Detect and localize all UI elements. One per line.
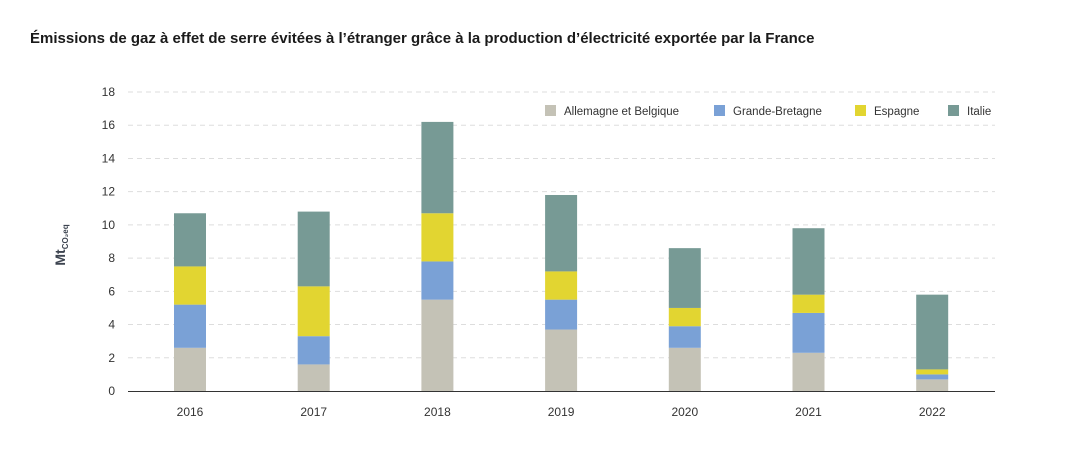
bar-segment	[545, 329, 578, 391]
bar-segment	[916, 374, 949, 380]
legend-swatch	[714, 105, 725, 116]
legend-swatch	[545, 105, 556, 116]
chart-title: Émissions de gaz à effet de serre évitée…	[30, 30, 815, 47]
legend: Allemagne et Belgique Grande-Bretagne Espa…	[545, 105, 991, 118]
legend-label: Espagne	[874, 106, 919, 118]
y-axis-ticks: 0 2 4 6 8 10 12 14 16 18	[102, 85, 116, 398]
legend-label: Grande-Bretagne	[733, 106, 822, 118]
bar-segment	[792, 352, 825, 391]
x-tick-label: 2022	[919, 405, 946, 419]
bar-segment	[916, 369, 949, 375]
bar-segment	[916, 379, 949, 391]
bar-segment	[668, 347, 701, 391]
y-axis-label-main: Mt	[52, 249, 68, 266]
legend-label: Allemagne et Belgique	[564, 106, 679, 118]
bar-segment	[297, 286, 330, 337]
y-tick-label: 2	[108, 351, 115, 365]
bar-segment	[668, 248, 701, 308]
bar-segment	[792, 228, 825, 295]
bar-segment	[792, 312, 825, 353]
bar-segment	[174, 213, 206, 267]
y-tick-label: 14	[102, 151, 116, 165]
x-tick-label: 2016	[177, 405, 204, 419]
y-tick-label: 18	[102, 85, 116, 99]
y-tick-label: 16	[102, 118, 116, 132]
bar-segment	[174, 304, 206, 348]
x-tick-label: 2020	[671, 405, 698, 419]
bar-segment	[916, 294, 949, 370]
legend-swatch	[948, 105, 959, 116]
y-tick-label: 10	[102, 218, 116, 232]
y-tick-label: 4	[108, 318, 115, 332]
y-tick-label: 6	[108, 284, 115, 298]
x-tick-label: 2017	[300, 405, 327, 419]
bar-segment	[545, 194, 578, 272]
bar-segment	[174, 266, 206, 305]
bar-segment	[421, 261, 454, 300]
y-tick-label: 0	[108, 384, 115, 398]
bar-segment	[297, 336, 330, 365]
bar-segment	[421, 121, 454, 214]
bar-segment	[421, 299, 454, 391]
bar-segment	[668, 307, 701, 327]
x-tick-label: 2021	[795, 405, 822, 419]
bar-segment	[545, 271, 578, 300]
bar-segment	[174, 347, 206, 391]
y-tick-label: 12	[102, 185, 116, 199]
x-tick-label: 2019	[548, 405, 575, 419]
x-tick-label: 2018	[424, 405, 451, 419]
y-axis-label: MtCO₂eq	[52, 224, 70, 265]
x-axis-ticks: 2016 2017 2018 2019 2020 2021 2022	[177, 405, 946, 419]
legend-swatch	[855, 105, 866, 116]
y-axis-label-sub: CO₂eq	[61, 224, 70, 249]
legend-label: Italie	[967, 106, 991, 118]
bar-segment	[297, 211, 330, 287]
y-tick-label: 8	[108, 251, 115, 265]
bar-segment	[668, 326, 701, 348]
bar-segment	[297, 364, 330, 391]
bars	[174, 121, 949, 391]
bar-segment	[421, 213, 454, 262]
bar-segment	[545, 299, 578, 330]
bar-segment	[792, 294, 825, 313]
